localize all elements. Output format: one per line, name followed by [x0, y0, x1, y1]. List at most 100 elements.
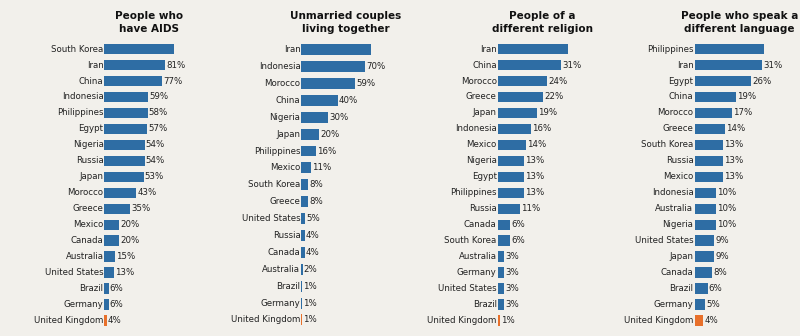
Text: 53%: 53% [145, 172, 164, 181]
Text: Germany: Germany [457, 268, 497, 277]
Text: 3%: 3% [505, 300, 518, 309]
Text: Iran: Iran [87, 60, 104, 70]
Text: 59%: 59% [356, 79, 375, 88]
Text: Morocco: Morocco [658, 109, 694, 118]
Text: Indonesia: Indonesia [652, 188, 694, 197]
Text: 5%: 5% [706, 300, 720, 309]
Text: Germany: Germany [654, 300, 694, 309]
Text: South Korea: South Korea [51, 45, 104, 54]
Bar [104, 315, 107, 326]
Text: Germany: Germany [261, 299, 300, 307]
Text: 6%: 6% [511, 236, 525, 245]
Text: 6%: 6% [511, 220, 525, 229]
Text: Egypt: Egypt [669, 77, 694, 86]
Title: People who
have AIDS: People who have AIDS [114, 11, 182, 34]
Bar [301, 61, 366, 72]
Text: Canada: Canada [71, 236, 104, 245]
Bar [498, 108, 537, 118]
Bar [694, 76, 751, 86]
Text: 9%: 9% [715, 236, 729, 245]
Text: 54%: 54% [146, 140, 165, 150]
Bar [498, 251, 504, 262]
Text: 81%: 81% [166, 60, 185, 70]
Text: 31%: 31% [562, 60, 582, 70]
Text: South Korea: South Korea [641, 140, 694, 150]
Text: Australia: Australia [458, 252, 497, 261]
Text: 4%: 4% [704, 316, 718, 325]
Bar [498, 156, 525, 166]
Text: Australia: Australia [66, 252, 104, 261]
Text: 6%: 6% [709, 284, 722, 293]
Text: Iran: Iran [677, 60, 694, 70]
Text: 8%: 8% [310, 197, 323, 206]
Text: Nigeria: Nigeria [466, 156, 497, 165]
Bar [498, 204, 520, 214]
Text: United States: United States [438, 284, 497, 293]
Text: United States: United States [45, 268, 104, 277]
Bar [104, 140, 145, 150]
Text: Philippines: Philippines [254, 146, 300, 156]
Text: Iran: Iran [480, 45, 497, 54]
Text: Brazil: Brazil [80, 284, 104, 293]
Text: 10%: 10% [718, 204, 737, 213]
Bar [104, 92, 148, 102]
Bar [498, 60, 562, 70]
Bar [104, 187, 136, 198]
Text: 24%: 24% [548, 77, 567, 86]
Title: Unmarried couples
living together: Unmarried couples living together [290, 11, 402, 34]
Bar [498, 283, 504, 294]
Text: Russia: Russia [469, 204, 497, 213]
Text: 13%: 13% [724, 156, 743, 165]
Text: 13%: 13% [724, 172, 743, 181]
Text: Greece: Greece [270, 197, 300, 206]
Bar [104, 283, 109, 294]
Text: 8%: 8% [713, 268, 727, 277]
Bar [301, 314, 302, 326]
Bar [694, 251, 714, 262]
Bar [498, 172, 525, 182]
Text: Mexico: Mexico [74, 220, 104, 229]
Bar [498, 236, 510, 246]
Bar [301, 213, 306, 224]
Bar [498, 124, 530, 134]
Bar [301, 129, 319, 139]
Text: 20%: 20% [120, 236, 139, 245]
Text: 20%: 20% [120, 220, 139, 229]
Text: 3%: 3% [505, 252, 518, 261]
Bar [104, 251, 115, 262]
Text: China: China [276, 96, 300, 105]
Bar [498, 187, 525, 198]
Text: 20%: 20% [320, 130, 339, 139]
Bar [498, 92, 543, 102]
Text: 70%: 70% [366, 62, 386, 71]
Text: United Kingdom: United Kingdom [231, 316, 300, 325]
Text: United Kingdom: United Kingdom [427, 316, 497, 325]
Bar [104, 76, 162, 86]
Text: Morocco: Morocco [264, 79, 300, 88]
Text: Greece: Greece [73, 204, 104, 213]
Text: 4%: 4% [306, 231, 319, 240]
Text: Japan: Japan [276, 130, 300, 139]
Text: 15%: 15% [116, 252, 135, 261]
Text: Indonesia: Indonesia [455, 124, 497, 133]
Bar [694, 236, 714, 246]
Bar [104, 219, 119, 230]
Bar [104, 236, 119, 246]
Text: 5%: 5% [306, 214, 320, 223]
Bar [104, 267, 114, 278]
Bar [694, 92, 736, 102]
Text: 13%: 13% [115, 268, 134, 277]
Bar [694, 172, 723, 182]
Bar [694, 204, 716, 214]
Text: 2%: 2% [304, 265, 318, 274]
Text: Philippines: Philippines [450, 188, 497, 197]
Text: 19%: 19% [737, 92, 756, 101]
Bar [498, 76, 547, 86]
Bar [104, 172, 144, 182]
Bar [104, 156, 145, 166]
Bar [694, 283, 708, 294]
Bar [104, 204, 130, 214]
Text: 3%: 3% [505, 284, 518, 293]
Bar [301, 264, 302, 275]
Text: Australia: Australia [655, 204, 694, 213]
